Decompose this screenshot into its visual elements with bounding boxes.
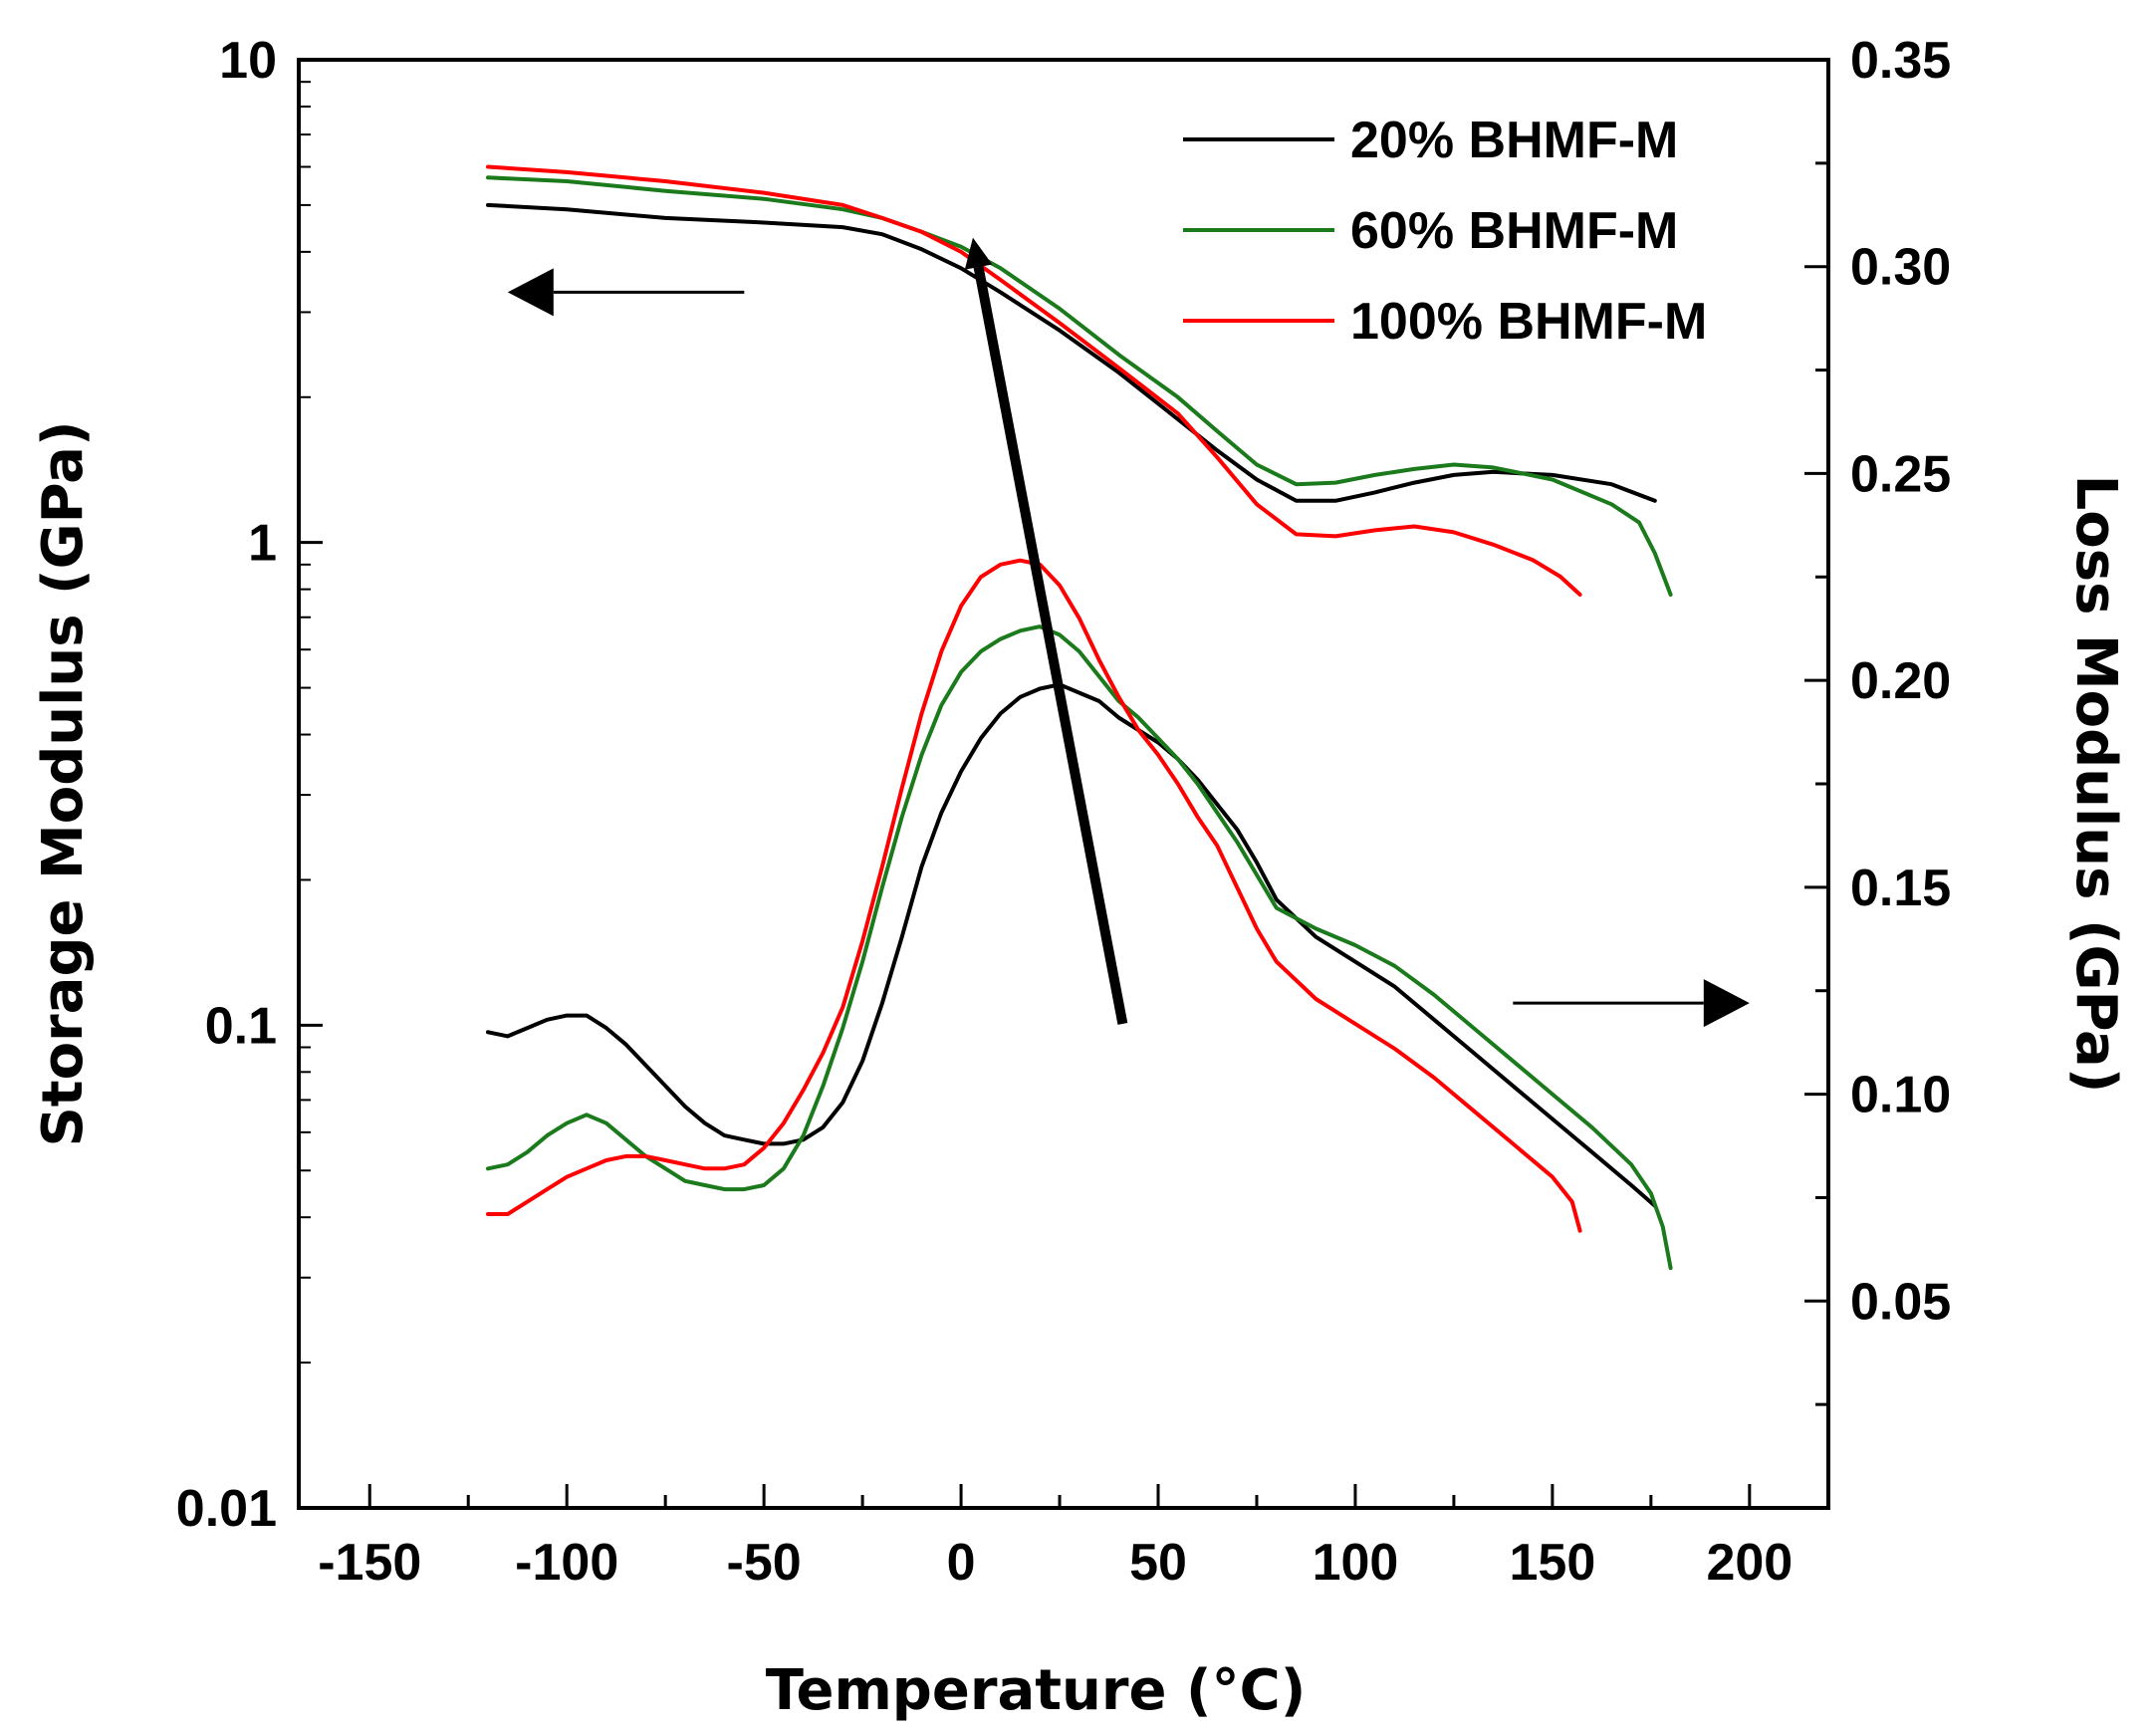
legend-label: 60% BHMF-M [1350,202,1678,260]
x-tick-label: 0 [947,1534,976,1592]
x-tick-label: -150 [318,1534,421,1592]
left-y-tick-label: 0.1 [205,997,277,1055]
right-y-tick-label: 0.05 [1850,1273,1951,1331]
x-axis-title: Temperature (°C) [766,1658,1307,1723]
legend-label: 20% BHMF-M [1350,112,1678,169]
plot-frame [297,58,1830,1510]
right-y-tick-label: 0.35 [1850,32,1951,90]
x-tick-label: -100 [515,1534,618,1592]
x-tick-label: 200 [1706,1534,1793,1592]
right-y-tick-label: 0.20 [1850,652,1951,710]
legend: 20% BHMF-M 60% BHMF-M 100% BHMF-M [1183,112,1707,351]
right-y-tick-label: 0.25 [1850,445,1951,503]
x-tick-label: 150 [1510,1534,1596,1592]
x-tick-label: -50 [727,1534,802,1592]
loss-modulus-line-60-bhmf-m [486,624,1673,1271]
right-y-tick-label: 0.15 [1850,860,1951,917]
right-y-tick-label: 0.30 [1850,239,1951,297]
x-tick-label: 50 [1129,1534,1187,1592]
storage-modulus-line-60-bhmf-m [486,175,1673,597]
annotation-arrow-head [1703,979,1750,1028]
annotation-arrow-head [507,268,554,317]
legend-label: 100% BHMF-M [1350,293,1707,351]
annotation-arrow-shaft [973,266,1128,1025]
loss-modulus-line-100-bhmf-m [486,558,1582,1233]
left-y-tick-label: 1 [248,515,277,573]
x-tick-label: 100 [1313,1534,1399,1592]
annotation-arrow-head [964,237,993,270]
right-y-axis-title: Loss Modulus (GPa) [2063,475,2128,1094]
storage-modulus-line-20-bhmf-m [486,202,1657,503]
left-y-tick-label: 0.01 [176,1480,277,1538]
left-y-axis-title: Storage Modulus (GPa) [31,420,96,1146]
right-y-tick-label: 0.10 [1850,1067,1951,1124]
left-y-tick-label: 10 [219,32,277,90]
loss-modulus-line-20-bhmf-m [486,682,1657,1208]
storage-modulus-line-100-bhmf-m [486,164,1582,597]
